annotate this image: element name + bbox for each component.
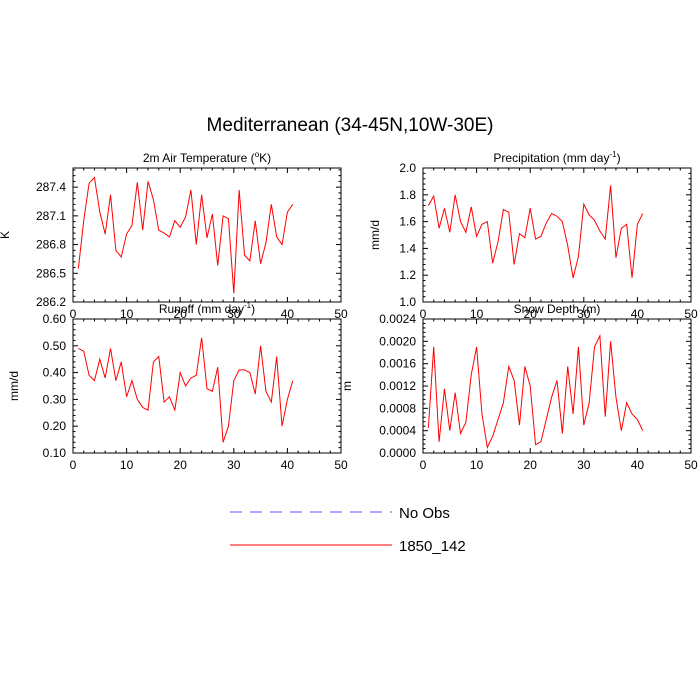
x-tick-label: 10 xyxy=(470,307,484,321)
plot-frame xyxy=(422,167,692,303)
y-tick-label: 1.0 xyxy=(399,295,416,309)
panel-title: Snow Depth (m) xyxy=(514,302,601,316)
y-tick-label: 1.4 xyxy=(399,241,416,255)
series-line xyxy=(427,185,644,279)
x-tick-label: 0 xyxy=(420,307,427,321)
legend-label-1850-142: 1850_142 xyxy=(399,538,466,555)
chart-panel: Snow Depth (m) 0 10 20 30 40 50 0.0000 0.0004 0.0… xyxy=(340,302,698,472)
y-tick-label: 0.0020 xyxy=(379,334,416,348)
y-tick-label: 0.0012 xyxy=(379,379,416,393)
chart-panel: 2m Air Temperature (oK) 0 10 20 30 40 50 286.2 2… xyxy=(0,150,348,321)
legend: No Obs 1850_142 xyxy=(230,505,466,555)
chart-panel: Precipitation (mm day-1) 0 10 20 30 40 50 1.0 1.… xyxy=(368,150,698,321)
y-tick-label: 0.40 xyxy=(43,366,67,380)
x-tick-label: 0 xyxy=(70,458,77,472)
x-tick-label: 50 xyxy=(334,458,348,472)
x-tick-label: 0 xyxy=(420,458,427,472)
x-tick-label: 20 xyxy=(524,307,538,321)
y-axis-label: m xyxy=(340,381,354,391)
y-tick-label: 2.0 xyxy=(399,161,416,175)
x-tick-label: 10 xyxy=(120,458,134,472)
x-tick-label: 20 xyxy=(174,307,188,321)
y-tick-label: 0.60 xyxy=(43,312,67,326)
series-line xyxy=(427,333,644,450)
x-tick-label: 20 xyxy=(174,458,188,472)
x-tick-label: 20 xyxy=(524,458,538,472)
y-axis-label: mm/d xyxy=(368,220,382,250)
y-tick-label: 0.0004 xyxy=(379,424,416,438)
x-tick-label: 50 xyxy=(684,458,698,472)
y-axis-label: K xyxy=(0,231,12,239)
y-tick-label: 287.1 xyxy=(36,209,66,223)
x-tick-label: 30 xyxy=(227,458,241,472)
x-tick-label: 50 xyxy=(334,307,348,321)
x-tick-label: 30 xyxy=(577,458,591,472)
series-line xyxy=(77,176,294,294)
x-tick-label: 30 xyxy=(577,307,591,321)
y-tick-label: 0.20 xyxy=(43,419,67,433)
series-line xyxy=(78,337,294,443)
y-tick-label: 287.4 xyxy=(36,180,66,194)
plot-frame xyxy=(72,167,342,303)
y-tick-label: 0.0008 xyxy=(379,401,416,415)
legend-label-no-obs: No Obs xyxy=(399,505,450,522)
y-tick-label: 286.8 xyxy=(36,238,66,252)
y-tick-label: 0.30 xyxy=(43,392,67,406)
y-tick-label: 286.5 xyxy=(36,266,66,280)
y-tick-label: 0.0016 xyxy=(379,357,416,371)
figure-title: Mediterranean (34-45N,10W-30E) xyxy=(207,115,494,136)
y-tick-label: 1.8 xyxy=(399,188,416,202)
x-tick-label: 10 xyxy=(470,458,484,472)
x-tick-label: 40 xyxy=(631,458,645,472)
chart-panel: Runoff (mm day-1) 0 10 20 30 40 50 0.10 0.20 0.30… xyxy=(7,301,348,472)
x-tick-label: 30 xyxy=(227,307,241,321)
panel-title: 2m Air Temperature (oK) xyxy=(143,150,271,165)
y-axis-label: mm/d xyxy=(7,371,21,401)
y-tick-label: 1.6 xyxy=(399,215,416,229)
panels: 2m Air Temperature (oK) 0 10 20 30 40 50 286.2 2… xyxy=(0,150,698,472)
plot-frame xyxy=(422,318,692,454)
panel-title: Precipitation (mm day-1) xyxy=(493,150,620,165)
y-tick-label: 286.2 xyxy=(36,295,66,309)
x-tick-label: 40 xyxy=(631,307,645,321)
y-tick-label: 0.0024 xyxy=(379,312,416,326)
x-tick-label: 10 xyxy=(120,307,134,321)
panel-title: Runoff (mm day-1) xyxy=(159,301,255,316)
x-tick-label: 40 xyxy=(281,458,295,472)
x-tick-label: 40 xyxy=(281,307,295,321)
x-tick-label: 0 xyxy=(70,307,77,321)
x-tick-label: 50 xyxy=(684,307,698,321)
y-tick-label: 0.50 xyxy=(43,339,67,353)
y-tick-label: 1.2 xyxy=(399,268,416,282)
y-tick-label: 0.0000 xyxy=(379,446,416,460)
plot-frame xyxy=(72,318,342,454)
y-tick-label: 0.10 xyxy=(43,446,67,460)
